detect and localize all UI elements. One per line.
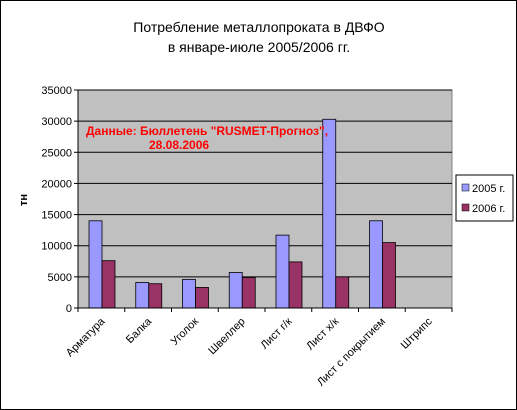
bar-2005-5	[322, 118, 337, 309]
chart-title-line-1: Потребление металлопроката в ДВФО	[133, 19, 385, 35]
bar-2006-6	[382, 242, 396, 309]
legend-box	[455, 174, 514, 222]
x-tick-label: Лист г/к	[259, 316, 295, 352]
bar-2006-4	[288, 261, 303, 309]
annotation-line-2: 28.08.2006	[149, 138, 209, 152]
y-tick-label: 15000	[41, 210, 72, 222]
legend-swatch-2006	[461, 203, 470, 212]
y-tick-label: 5000	[48, 272, 72, 284]
y-tick-label: 0	[66, 303, 72, 315]
y-tick-label: 10000	[41, 241, 72, 253]
bar-2005-0	[88, 220, 103, 309]
x-tick-labels: Арматура Балка Уголок Швеллер Лист г/к Лист х…	[64, 315, 435, 389]
bar-2006-1	[148, 283, 163, 309]
bars	[88, 118, 396, 309]
y-axis-label: тн	[18, 194, 30, 206]
chart-title-line-2: в январе-июле 2005/2006 гг.	[168, 39, 350, 55]
x-tick-label: Штрипс	[399, 315, 435, 351]
bar-2005-3	[228, 272, 243, 309]
x-tick-label: Арматура	[64, 315, 108, 359]
x-tick-label: Швеллер	[206, 316, 247, 357]
x-tick-label: Уголок	[169, 316, 201, 348]
bar-2005-6	[369, 220, 383, 309]
axes	[74, 89, 453, 312]
bar-2005-2	[182, 278, 196, 309]
legend-label-2005: 2005 г.	[472, 183, 505, 195]
y-tick-label: 25000	[41, 147, 72, 159]
legend: 2005 г. 2006 г.	[455, 174, 514, 222]
y-tick-label: 30000	[41, 116, 72, 128]
annotation-line-1: Данные: Бюллетень "RUSMET-Прогноз",	[86, 124, 328, 138]
x-tick-label: Балка	[124, 315, 155, 346]
bar-2006-0	[101, 260, 116, 309]
y-tick-labels: 0 5000 10000 15000 20000 25000 30000 35000	[41, 85, 72, 315]
bar-2006-5	[335, 276, 350, 309]
x-tick-label: Лист х/к	[304, 316, 341, 353]
bar-2006-2	[195, 287, 209, 309]
legend-label-2006: 2006 г.	[472, 203, 505, 215]
bar-2005-4	[275, 234, 290, 309]
bar-2005-1	[135, 282, 150, 309]
y-tick-label: 35000	[41, 85, 72, 97]
y-tick-label: 20000	[41, 178, 72, 190]
bar-2006-3	[241, 277, 256, 309]
legend-swatch-2005	[461, 183, 470, 192]
